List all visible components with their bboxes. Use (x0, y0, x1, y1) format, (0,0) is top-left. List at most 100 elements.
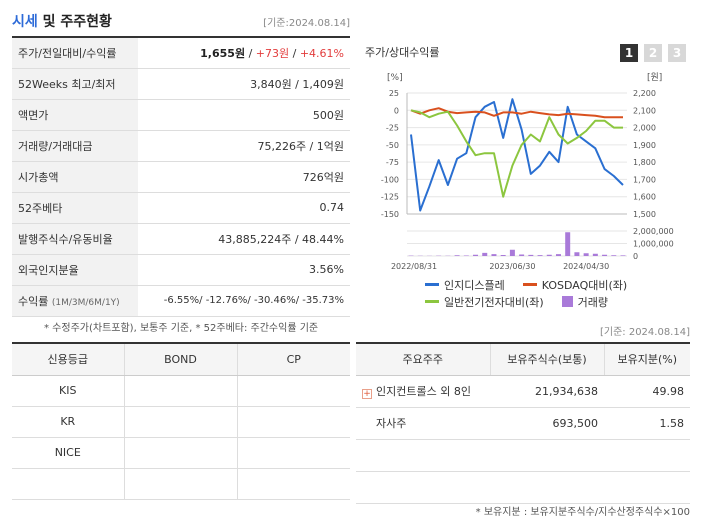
shareholder-note: * 보유지분 : 보유지분주식수/지수산정주식수×100 (475, 507, 690, 518)
table-row: 52주베타 0.74 (12, 192, 350, 224)
holder-name (356, 471, 490, 504)
credit-rating-table: 신용등급 BOND CP KIS KR NICE (12, 342, 350, 500)
series-line (410, 109, 623, 198)
volume-bar (482, 252, 488, 256)
volume-bar (537, 255, 543, 256)
table-row: 액면가 500원 (12, 99, 350, 131)
row-key: 시가총액 (12, 161, 138, 193)
volume-bar (473, 254, 479, 256)
volume-bar (565, 232, 571, 256)
row-value: 500원 (138, 99, 350, 131)
returns-value: -6.55%/ -12.76%/ -30.46%/ -35.73% (138, 285, 350, 317)
chart-button-1[interactable]: 1 (620, 44, 638, 62)
table-row: 자사주 693,500 1.58 (356, 407, 690, 440)
row-key: 주가/전일대비/수익률 (12, 37, 138, 69)
row-key: 거래량/거래대금 (12, 130, 138, 162)
agency-cell: KR (12, 406, 124, 438)
table-row: KR (12, 406, 350, 438)
table-row: NICE (12, 437, 350, 469)
y-left-tick: -25 (386, 124, 399, 133)
chart-button-2[interactable]: 2 (644, 44, 662, 62)
y-right-unit: [원] (647, 72, 662, 83)
holder-shares: 21,934,638 (490, 375, 604, 408)
holder-name[interactable]: + 인지컨트롤스 외 8인 (356, 375, 490, 408)
table-row: 52Weeks 최고/최저 3,840원 / 1,409원 (12, 68, 350, 100)
y-right-tick: 2,100 (633, 106, 656, 115)
volume-bar (620, 255, 626, 256)
legend-item: 인지디스플레 (425, 277, 505, 293)
row-value: 726억원 (138, 161, 350, 193)
row-key: 외국인지분율 (12, 254, 138, 286)
y-right-tick: 1,600 (633, 193, 656, 202)
volume-bar (602, 254, 608, 256)
reference-date-bottom: [기준: 2024.08.14] (599, 327, 690, 338)
volume-bar (574, 252, 580, 256)
volume-bar (611, 255, 617, 256)
x-tick-label: 2022/08/31 (391, 262, 437, 271)
row-value: 3.56% (138, 254, 350, 286)
price-value: 1,655원 / +73원 / +4.61% (138, 37, 350, 69)
bond-cell (123, 468, 237, 500)
y-left-unit: [%] (387, 73, 403, 83)
y-left-tick: -75 (386, 158, 399, 167)
table-row: 주가/전일대비/수익률 1,655원 / +73원 / +4.61% (12, 37, 350, 69)
y-left-tick: 25 (389, 89, 399, 98)
col-header: BOND (123, 343, 237, 376)
chart-legend: 인지디스플레 KOSDAQ대비(좌) 일반전기전자대비(좌) 거래량 (425, 276, 675, 310)
volume-bar (528, 254, 534, 256)
volume-bar (509, 249, 515, 256)
table-row: 거래량/거래대금 75,226주 / 1억원 (12, 130, 350, 162)
table-row: 외국인지분율 3.56% (12, 254, 350, 286)
legend-line-2 (522, 283, 537, 286)
y-volume-tick: 0 (633, 252, 638, 261)
y-left-tick: -100 (381, 175, 399, 184)
expand-plus-icon[interactable]: + (362, 389, 372, 399)
bond-cell (123, 437, 237, 469)
chart-title: 주가/상대수익률 (365, 46, 440, 59)
chart-period-buttons: 1 2 3 (620, 44, 686, 62)
table-row: 발행주식수/유동비율 43,885,224주 / 48.44% (12, 223, 350, 255)
volume-bar (463, 255, 469, 256)
volume-bar (546, 254, 552, 256)
table-row (356, 439, 690, 472)
section-title: 시세 및 주주현황 (12, 14, 112, 30)
row-key: 액면가 (12, 99, 138, 131)
col-header: 보유지분(%) (603, 343, 690, 376)
row-value: 75,226주 / 1억원 (138, 130, 350, 162)
y-left-tick: -125 (381, 193, 399, 202)
table-row (356, 471, 690, 504)
row-key: 52주베타 (12, 192, 138, 224)
row-key: 발행주식수/유동비율 (12, 223, 138, 255)
agency-cell: NICE (12, 437, 124, 469)
y-right-tick: 2,200 (633, 89, 656, 98)
table-row: 수익률 (1M/3M/6M/1Y) -6.55%/ -12.76%/ -30.4… (12, 285, 350, 317)
table-header-row: 주요주주 보유주식수(보통) 보유지분(%) (356, 343, 690, 376)
volume-bar (555, 254, 561, 256)
volume-bar (491, 254, 497, 256)
chart-button-3[interactable]: 3 (668, 44, 686, 62)
footnote: * 수정주가(차트포함), 보통주 기준, * 52주베타: 주간수익률 기준 (44, 323, 319, 334)
price-chart: [%] [원] 25 0 -25 -50 -75 -100 -125 -150 2,200 2,100… (381, 72, 674, 271)
row-key: 수익률 (1M/3M/6M/1Y) (12, 285, 138, 317)
agency-cell (12, 468, 124, 500)
price-change: +73원 (255, 46, 290, 60)
cp-cell (236, 406, 350, 438)
legend-item: KOSDAQ대비(좌) (522, 277, 627, 293)
col-header: CP (236, 343, 350, 376)
col-header: 주요주주 (356, 343, 490, 376)
y-volume-tick: 1,000,000 (633, 240, 674, 249)
holder-name (356, 439, 490, 472)
volume-bar (583, 253, 589, 256)
table-header-row: 신용등급 BOND CP (12, 343, 350, 376)
cp-cell (236, 468, 350, 500)
agency-cell: KIS (12, 375, 124, 407)
holder-pct: 49.98 (604, 375, 690, 408)
volume-bar (454, 255, 460, 256)
x-tick-label: 2023/06/30 (489, 262, 535, 271)
table-row (12, 468, 350, 500)
y-left-tick: 0 (394, 106, 399, 115)
cp-cell (236, 437, 350, 469)
volume-bar (592, 253, 598, 256)
series-line (410, 98, 624, 212)
table-row: KIS (12, 375, 350, 407)
